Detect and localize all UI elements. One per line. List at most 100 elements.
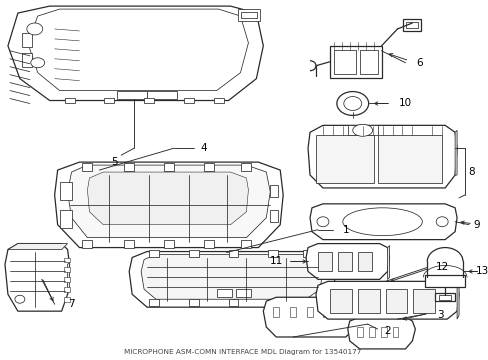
Bar (144, 98, 154, 103)
Bar (60, 182, 71, 200)
Polygon shape (456, 283, 458, 319)
Ellipse shape (316, 217, 328, 227)
Polygon shape (307, 125, 456, 188)
Text: MICROPHONE ASM-COMN INTERFACE MDL Diagram for 13540177: MICROPHONE ASM-COMN INTERFACE MDL Diagra… (124, 349, 361, 355)
Bar (63, 278, 69, 282)
Bar (22, 33, 32, 47)
Bar (337, 252, 351, 271)
Polygon shape (454, 130, 456, 175)
Text: 3: 3 (436, 310, 443, 320)
Bar (63, 267, 69, 273)
Bar (236, 289, 251, 297)
Bar (385, 289, 407, 313)
Bar (406, 22, 417, 28)
Bar (149, 299, 159, 306)
Bar (392, 327, 398, 337)
Bar (317, 252, 331, 271)
Text: 7: 7 (68, 299, 75, 309)
Ellipse shape (27, 23, 42, 35)
Bar (425, 275, 464, 287)
Bar (147, 91, 177, 99)
Polygon shape (5, 244, 69, 311)
Text: 8: 8 (468, 167, 474, 177)
Bar (213, 98, 223, 103)
Bar (183, 98, 193, 103)
Bar (63, 257, 69, 262)
Bar (306, 307, 312, 317)
Bar (380, 327, 386, 337)
Bar (60, 210, 71, 228)
Ellipse shape (343, 96, 361, 111)
Ellipse shape (342, 208, 422, 236)
Bar (403, 19, 421, 31)
Bar (216, 289, 231, 297)
Bar (203, 163, 213, 171)
Bar (268, 299, 278, 306)
Polygon shape (347, 317, 414, 349)
Bar (117, 91, 147, 99)
Polygon shape (305, 244, 389, 279)
Text: 12: 12 (435, 262, 448, 273)
Text: 2: 2 (384, 326, 390, 336)
Bar (273, 307, 279, 317)
Polygon shape (87, 172, 248, 225)
Bar (268, 249, 278, 257)
Polygon shape (67, 261, 69, 294)
Bar (357, 252, 371, 271)
Bar (315, 135, 373, 183)
Ellipse shape (15, 295, 25, 303)
Polygon shape (28, 9, 248, 91)
Text: 10: 10 (398, 99, 411, 108)
Bar (149, 249, 159, 257)
Bar (241, 240, 251, 248)
Bar (63, 287, 69, 292)
Bar (303, 249, 312, 257)
Bar (368, 327, 374, 337)
Bar (270, 185, 278, 197)
Bar (412, 289, 434, 313)
Bar (228, 249, 238, 257)
Bar (228, 299, 238, 306)
Bar (124, 163, 134, 171)
Ellipse shape (31, 58, 44, 68)
Bar (347, 125, 377, 135)
Text: 4: 4 (200, 143, 206, 153)
Bar (63, 297, 69, 302)
Bar (333, 50, 355, 74)
Polygon shape (315, 282, 458, 319)
Text: 1: 1 (342, 225, 348, 235)
Text: 5: 5 (111, 157, 117, 167)
Bar (270, 210, 278, 222)
Bar (163, 163, 174, 171)
Bar (203, 240, 213, 248)
Bar (188, 249, 198, 257)
Bar (124, 240, 134, 248)
Bar (241, 163, 251, 171)
Text: 13: 13 (475, 266, 488, 276)
Polygon shape (55, 162, 283, 248)
Text: 9: 9 (473, 220, 479, 230)
Bar (329, 289, 351, 313)
Bar (329, 46, 381, 78)
Bar (356, 327, 362, 337)
Bar (22, 53, 32, 67)
Polygon shape (129, 252, 335, 307)
Ellipse shape (336, 91, 368, 116)
Bar (82, 163, 92, 171)
Bar (359, 50, 377, 74)
Bar (163, 240, 174, 248)
Polygon shape (309, 204, 456, 240)
Polygon shape (387, 246, 389, 279)
Bar (303, 299, 312, 306)
Text: 6: 6 (415, 58, 422, 68)
Bar (357, 289, 379, 313)
Bar (238, 9, 260, 21)
Bar (82, 240, 92, 248)
Bar (188, 299, 198, 306)
Bar (377, 135, 441, 183)
Bar (104, 98, 114, 103)
Bar (434, 293, 454, 301)
Polygon shape (8, 6, 263, 100)
Polygon shape (263, 297, 357, 337)
Bar (289, 307, 296, 317)
